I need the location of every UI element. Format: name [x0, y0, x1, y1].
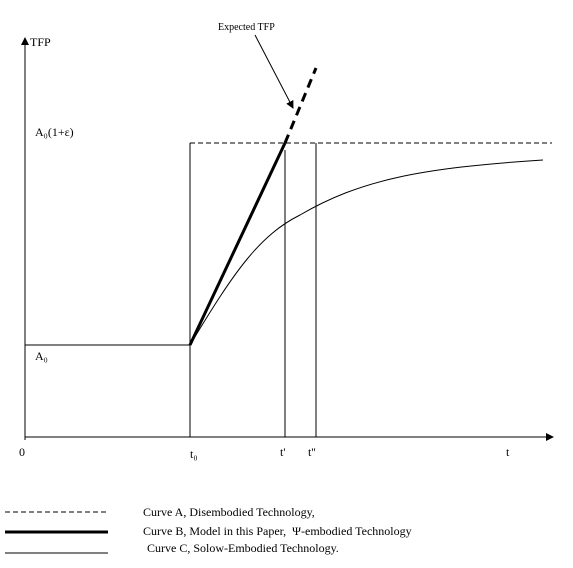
legend-label: Curve C, Solow-Embodied Technology. — [147, 541, 339, 555]
annotation-arrow — [254, 34, 294, 109]
x-point-label: t'' — [308, 445, 316, 459]
level-label: A₀(1+ε) — [35, 125, 74, 139]
curve-c — [189, 159, 544, 346]
legend-label: Curve B, Model in this Paper, Ψ-embodied… — [143, 524, 412, 538]
y-axis-label: TFP — [30, 35, 51, 49]
curve-b-expected — [283, 67, 318, 144]
legend-label: Curve A, Disembodied Technology, — [143, 505, 315, 519]
x-point-label: t₀ — [190, 447, 198, 461]
x-point-label: t' — [280, 445, 286, 459]
diagram-lines — [5, 34, 554, 554]
curve-b — [188, 142, 287, 346]
level-label: A₀ — [35, 349, 48, 363]
origin-label: 0 — [19, 445, 25, 459]
x-axis-label: t — [506, 445, 510, 459]
annotation: Expected TFP — [218, 22, 275, 33]
